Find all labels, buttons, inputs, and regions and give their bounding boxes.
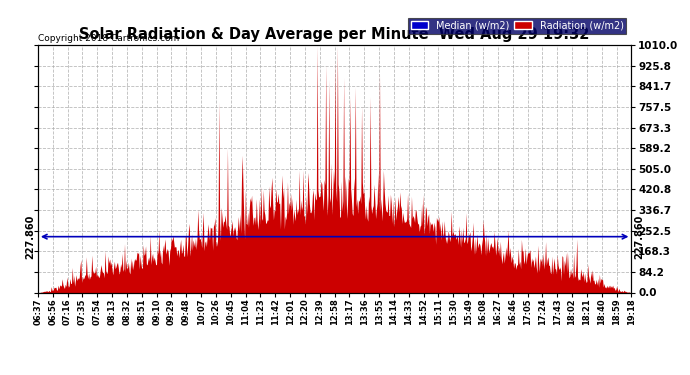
Text: Copyright 2018 Cartronics.com: Copyright 2018 Cartronics.com [38,33,179,42]
Text: 227.860: 227.860 [634,214,644,259]
Text: 227.860: 227.860 [25,214,35,259]
Legend: Median (w/m2), Radiation (w/m2): Median (w/m2), Radiation (w/m2) [408,18,627,33]
Title: Solar Radiation & Day Average per Minute  Wed Aug 29 19:32: Solar Radiation & Day Average per Minute… [79,27,590,42]
